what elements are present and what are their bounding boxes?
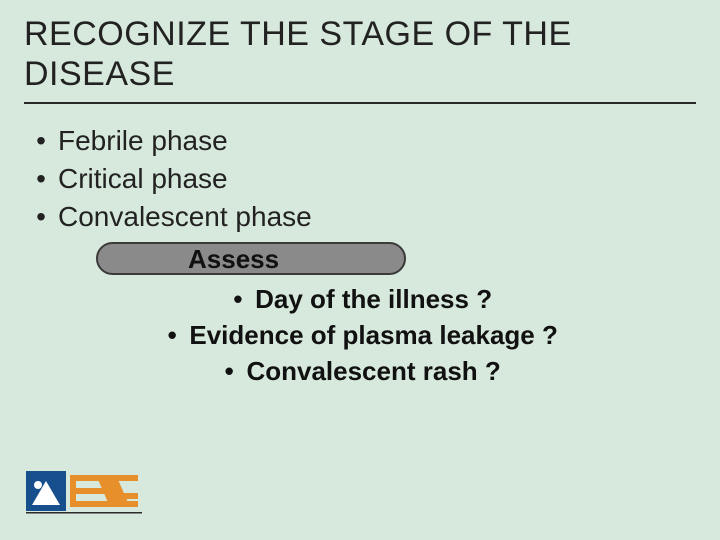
slide-title: RECOGNIZE THE STAGE OF THE DISEASE <box>24 14 696 94</box>
list-item: • Evidence of plasma leakage ? <box>24 317 696 353</box>
list-item: • Day of the illness ? <box>24 281 696 317</box>
assess-pill: Assess <box>96 242 406 275</box>
eag-logo <box>26 471 142 522</box>
logo-icon <box>26 471 142 517</box>
bullet-text: Convalescent phase <box>58 198 312 236</box>
sub-bullet-text: Evidence of plasma leakage ? <box>189 320 558 350</box>
bullet-dot-icon: • <box>162 317 182 353</box>
list-item: • Critical phase <box>24 160 696 198</box>
list-item: • Convalescent rash ? <box>24 353 696 389</box>
bullet-dot-icon: • <box>24 198 58 236</box>
sub-list: • Day of the illness ? • Evidence of pla… <box>24 281 696 390</box>
bullet-dot-icon: • <box>24 122 58 160</box>
sub-bullet-text: Convalescent rash ? <box>246 356 500 386</box>
bullet-dot-icon: • <box>24 160 58 198</box>
bullet-text: Critical phase <box>58 160 228 198</box>
slide-body: • Febrile phase • Critical phase • Conva… <box>0 104 720 390</box>
assess-label: Assess <box>188 244 279 275</box>
bullet-dot-icon: • <box>219 353 239 389</box>
sub-bullet-text: Day of the illness ? <box>255 284 492 314</box>
slide: RECOGNIZE THE STAGE OF THE DISEASE • Feb… <box>0 0 720 540</box>
title-area: RECOGNIZE THE STAGE OF THE DISEASE <box>0 0 720 98</box>
bullet-dot-icon: • <box>228 281 248 317</box>
list-item: • Febrile phase <box>24 122 696 160</box>
list-item: • Convalescent phase <box>24 198 696 236</box>
bullet-text: Febrile phase <box>58 122 228 160</box>
assess-row: Assess <box>24 242 696 275</box>
